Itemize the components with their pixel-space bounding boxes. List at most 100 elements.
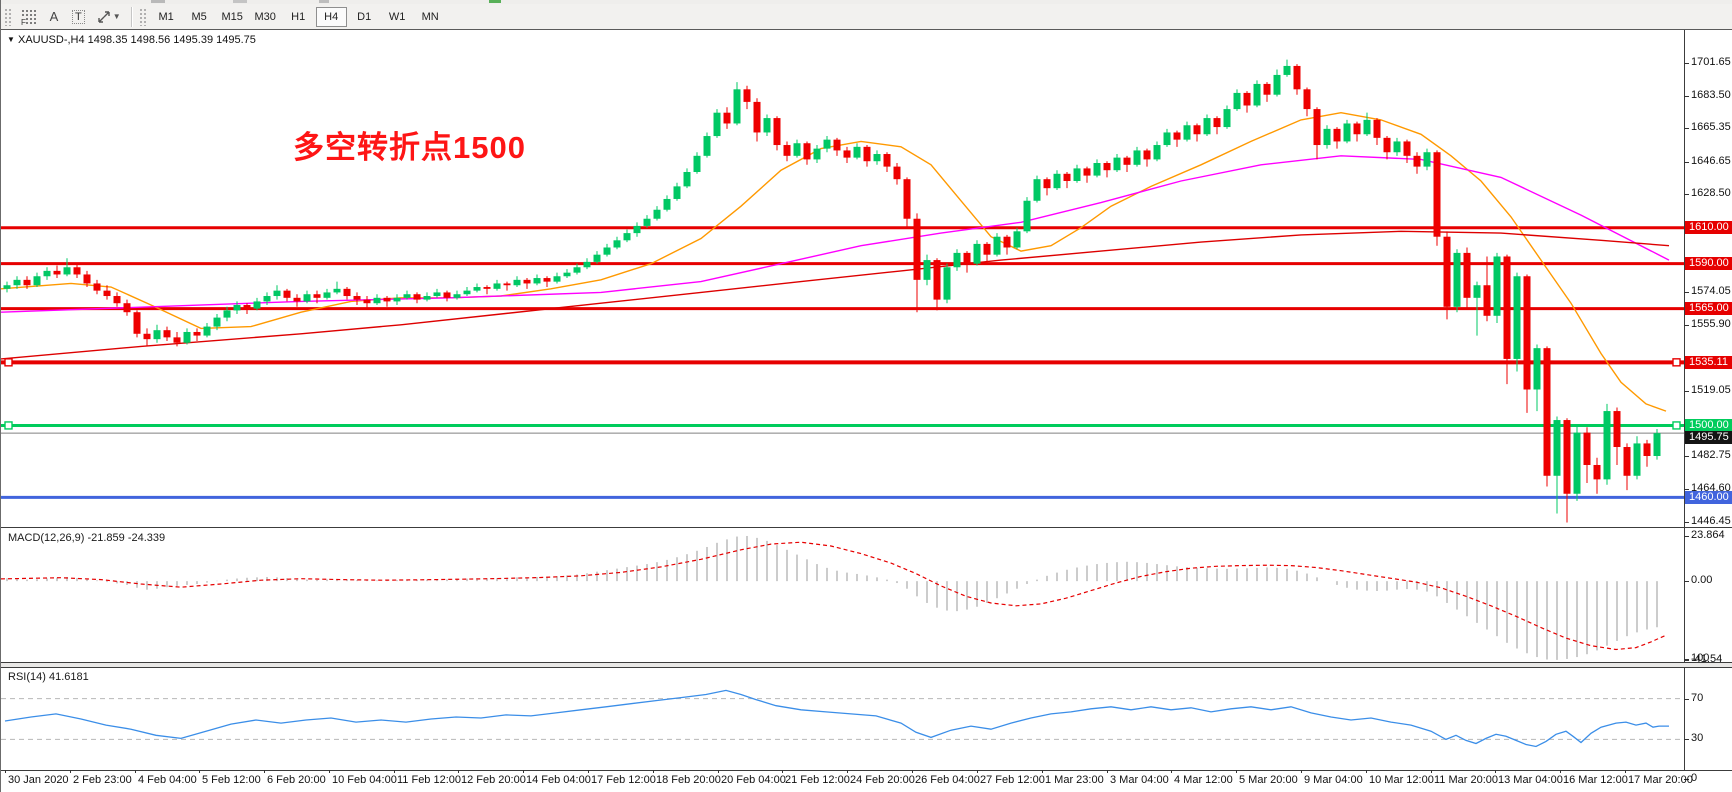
price-tick-label: 1446.45 xyxy=(1691,515,1731,527)
panel-separator[interactable] xyxy=(1,662,1732,663)
time-axis-label: 20 Feb 04:00 xyxy=(721,774,786,786)
candle-body xyxy=(393,297,401,302)
candle-body xyxy=(1173,132,1181,140)
candle xyxy=(1593,457,1601,494)
candle-body xyxy=(1413,155,1421,167)
candle xyxy=(583,258,591,270)
line-price-badge: 1460.00 xyxy=(1685,491,1732,504)
candle-body xyxy=(1243,92,1251,106)
toolbar-grip[interactable] xyxy=(138,7,146,26)
timeframe-button-M1[interactable]: M1 xyxy=(158,10,174,23)
price-tick-label: 1646.65 xyxy=(1691,155,1731,167)
candle xyxy=(243,303,251,314)
candle xyxy=(233,301,241,314)
price-tick-label: 1519.05 xyxy=(1691,384,1731,396)
chart-annotation-text[interactable]: 多空转折点1500 xyxy=(293,130,526,165)
time-axis-label: 26 Feb 04:00 xyxy=(915,774,980,786)
candle-body xyxy=(493,283,501,289)
candle-body xyxy=(1463,252,1471,298)
grid-snap-button[interactable]: F xyxy=(16,7,41,27)
line-handle xyxy=(1672,358,1681,367)
candle-body xyxy=(613,240,621,248)
candle xyxy=(163,326,171,341)
time-axis-label: 24 Feb 20:00 xyxy=(850,774,915,786)
line-price-badge: 1565.00 xyxy=(1685,302,1732,315)
panel-separator[interactable] xyxy=(1,527,1732,528)
candle-body xyxy=(263,296,271,302)
candle-body xyxy=(583,261,591,268)
candle xyxy=(1123,155,1131,172)
candle-body xyxy=(843,150,851,158)
candle xyxy=(263,292,271,306)
candle xyxy=(1633,436,1641,480)
macd-tick-label-tick xyxy=(1684,660,1689,661)
rsi-tick-label: 0 xyxy=(1691,772,1698,784)
time-axis-label: 11 Feb 12:00 xyxy=(397,774,462,786)
candle-body xyxy=(1493,256,1501,316)
candle-body xyxy=(1603,411,1611,480)
candle xyxy=(783,141,791,162)
time-axis-label: 10 Mar 12:00 xyxy=(1369,774,1434,786)
text-label-button[interactable]: A xyxy=(43,7,65,27)
timeframe-button-M5[interactable]: M5 xyxy=(191,10,207,23)
candle xyxy=(43,267,51,280)
candle-body xyxy=(483,287,491,289)
candle-body xyxy=(623,233,631,241)
candle-body xyxy=(563,272,571,277)
timeframe-button-H4[interactable]: H4 xyxy=(315,6,347,27)
text-box-button[interactable]: T xyxy=(67,7,90,27)
candle xyxy=(1063,172,1071,189)
time-tick xyxy=(1431,770,1432,773)
timeframe-button-MN[interactable]: MN xyxy=(421,10,439,23)
candle xyxy=(773,116,781,151)
candle xyxy=(993,233,1001,257)
timeframe-button-M15[interactable]: M15 xyxy=(221,10,243,23)
candle-body xyxy=(1143,150,1151,160)
macd-tick-label: 0.00 xyxy=(1691,574,1713,586)
candle-body xyxy=(63,267,71,275)
candle xyxy=(423,292,431,302)
candle-body xyxy=(83,274,91,284)
candle xyxy=(443,290,451,302)
candle xyxy=(743,85,751,110)
timeframe-button-W1[interactable]: W1 xyxy=(388,10,406,23)
candle-body xyxy=(1643,443,1651,456)
candle-body xyxy=(1613,411,1621,448)
time-axis-label: 10 Feb 04:00 xyxy=(332,774,397,786)
panel-splitter[interactable] xyxy=(1,663,1732,667)
candle xyxy=(293,294,301,307)
time-tick xyxy=(458,770,459,773)
macd-panel-plot[interactable] xyxy=(1,528,1684,662)
price-tick-label: 1482.75 xyxy=(1691,449,1731,461)
candle-body xyxy=(633,225,641,234)
timeframe-button-M30[interactable]: M30 xyxy=(254,10,276,23)
time-axis-border xyxy=(1,770,1732,771)
chevron-down-icon[interactable]: ▼ xyxy=(7,35,15,44)
candle-body xyxy=(1553,420,1561,476)
candle-body xyxy=(333,288,341,293)
candle xyxy=(1333,127,1341,149)
time-tick xyxy=(523,770,524,773)
candle-body xyxy=(223,310,231,318)
time-tick xyxy=(1042,770,1043,773)
time-axis-label: 18 Feb 20:00 xyxy=(656,774,721,786)
toolbar-grip[interactable] xyxy=(4,7,11,26)
candle-body xyxy=(233,305,241,311)
timeframe-button-H1[interactable]: H1 xyxy=(291,10,306,23)
candle-body xyxy=(1063,173,1071,181)
candle xyxy=(973,240,981,266)
candle xyxy=(513,276,521,288)
candle xyxy=(503,281,511,291)
candle-body xyxy=(423,296,431,300)
candle-body xyxy=(953,252,961,268)
time-axis-label: 17 Mar 20:00 xyxy=(1628,774,1693,786)
candle-body xyxy=(743,89,751,102)
main-chart-plot[interactable] xyxy=(1,30,1684,527)
arrows-style-button[interactable]: ▼ xyxy=(92,7,126,27)
ma-slow-red xyxy=(1,230,1670,360)
timeframe-button-D1[interactable]: D1 xyxy=(357,10,372,23)
rsi-panel-plot[interactable] xyxy=(1,668,1684,770)
candle-body xyxy=(1083,168,1091,176)
candle xyxy=(1643,439,1651,467)
candle-body xyxy=(193,331,201,336)
